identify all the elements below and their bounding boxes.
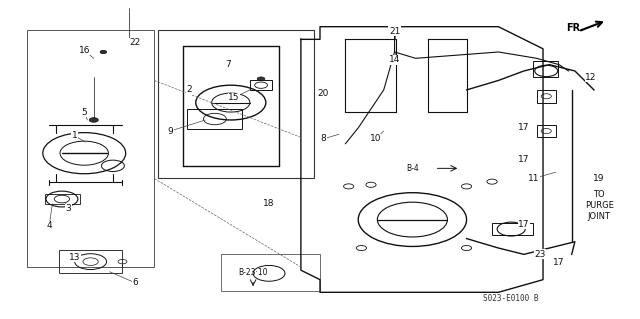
- Bar: [221, 254, 320, 291]
- Text: 5: 5: [81, 108, 87, 116]
- Text: 21: 21: [389, 27, 400, 36]
- Text: 7: 7: [225, 60, 230, 69]
- Circle shape: [100, 50, 106, 54]
- Bar: [250, 80, 272, 90]
- Bar: [537, 90, 556, 103]
- Text: 18: 18: [263, 199, 275, 208]
- Text: 8: 8: [320, 134, 326, 144]
- Text: 1: 1: [72, 131, 77, 140]
- Text: 3: 3: [65, 204, 71, 213]
- Circle shape: [90, 118, 99, 122]
- Text: 20: 20: [317, 89, 329, 98]
- Bar: [27, 30, 154, 267]
- Text: 17: 17: [518, 123, 530, 132]
- Bar: [537, 125, 556, 137]
- Text: B-4: B-4: [406, 164, 419, 173]
- Text: S023-E0100 B: S023-E0100 B: [483, 294, 539, 303]
- Text: 10: 10: [370, 134, 381, 144]
- Bar: [157, 30, 314, 178]
- Text: 17: 17: [518, 220, 530, 229]
- Text: FR.: FR.: [566, 23, 584, 33]
- Text: 12: 12: [585, 73, 596, 82]
- Text: 23: 23: [534, 250, 545, 259]
- Bar: [188, 109, 242, 130]
- Text: 6: 6: [132, 278, 138, 287]
- Text: 9: 9: [168, 127, 173, 136]
- Text: B-23·10: B-23·10: [238, 268, 268, 277]
- Text: 15: 15: [228, 93, 240, 102]
- Text: 16: 16: [79, 46, 90, 55]
- Text: 14: 14: [389, 56, 400, 64]
- Text: 17: 17: [518, 155, 530, 164]
- Text: 11: 11: [528, 174, 540, 183]
- Text: 2: 2: [186, 85, 192, 94]
- Text: 4: 4: [46, 221, 52, 230]
- Bar: [534, 62, 557, 77]
- Text: 19: 19: [593, 174, 604, 183]
- Circle shape: [257, 77, 265, 81]
- Bar: [59, 250, 122, 273]
- Text: 17: 17: [553, 258, 564, 267]
- Bar: [45, 194, 80, 204]
- Text: 13: 13: [69, 253, 81, 262]
- Bar: [492, 223, 534, 235]
- Text: 22: 22: [129, 38, 141, 47]
- Text: TO
PURGE
JOINT: TO PURGE JOINT: [585, 190, 614, 221]
